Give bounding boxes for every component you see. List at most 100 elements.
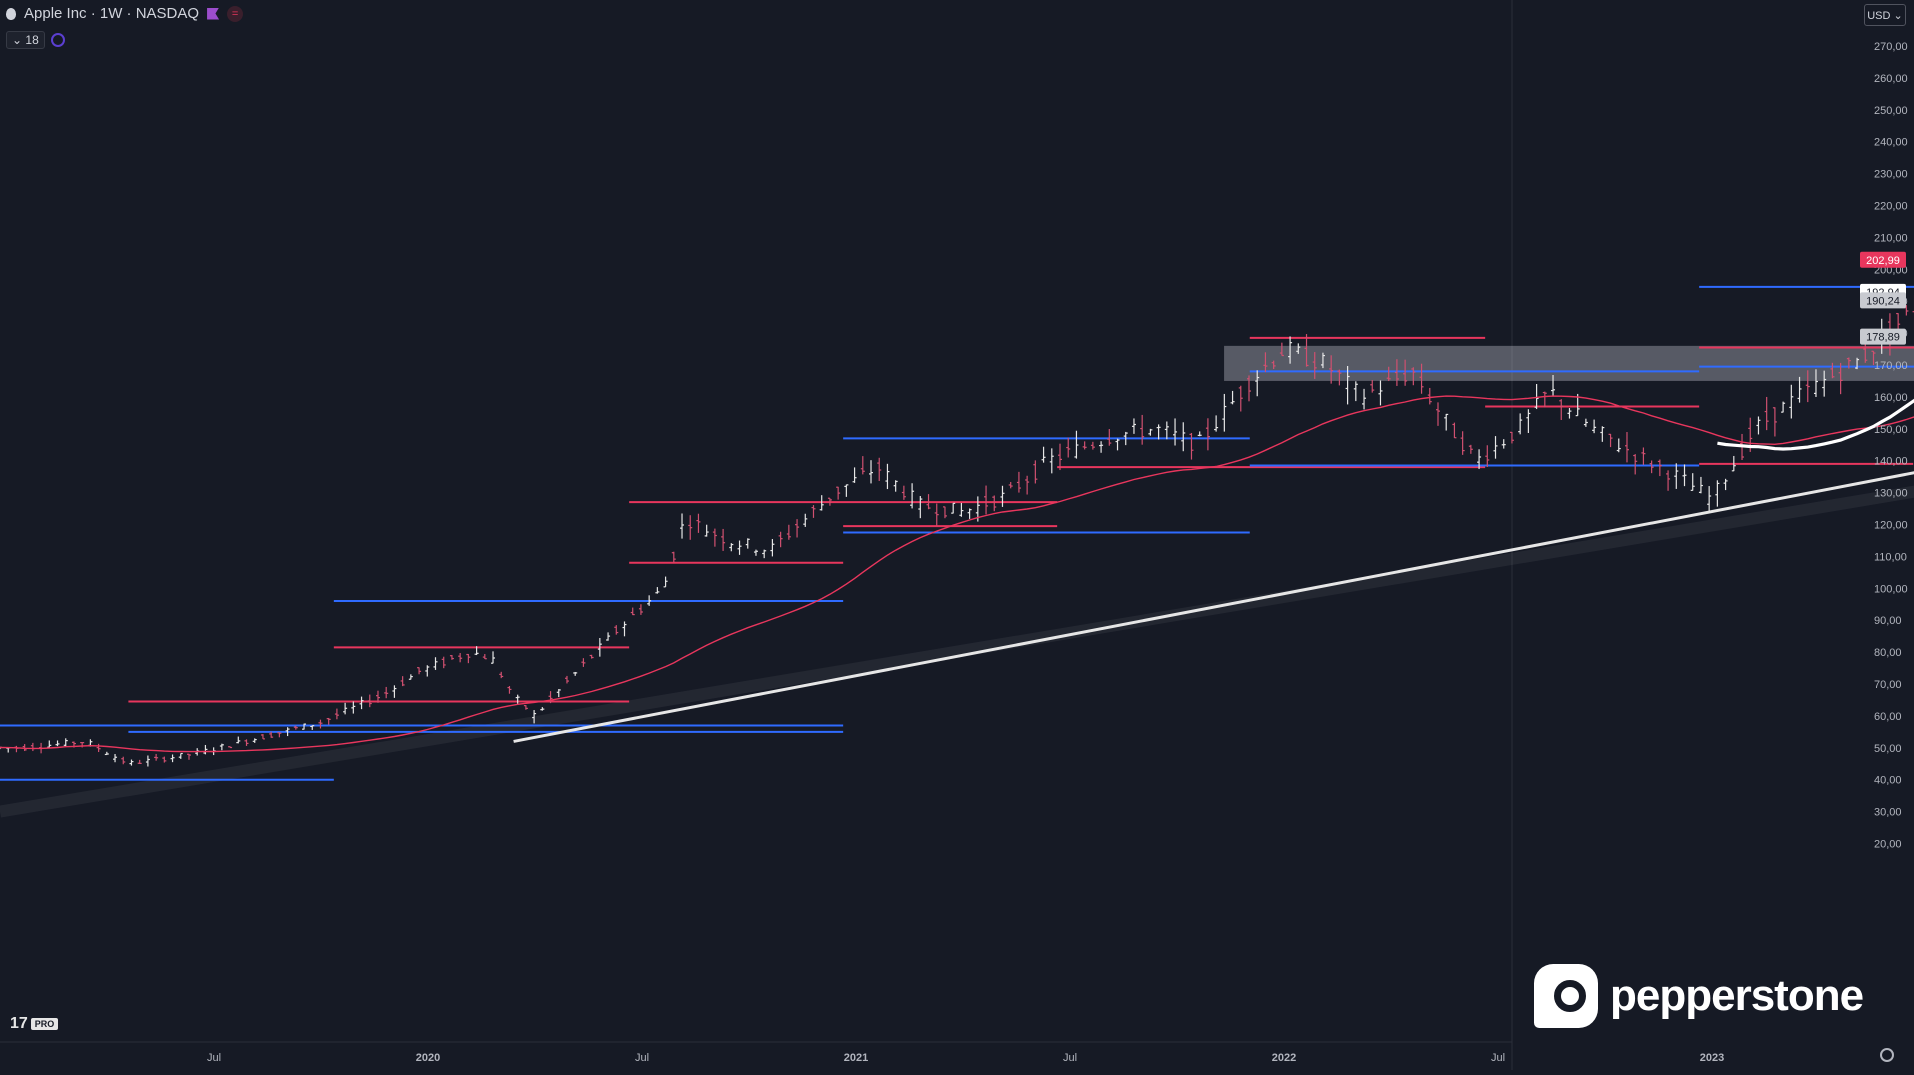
ohlc-bar [310, 725, 315, 730]
ohlc-bar [753, 549, 758, 556]
price-label-bg [1860, 251, 1906, 268]
indicators-toggle[interactable]: ⌄ 18 [6, 31, 65, 49]
ohlc-bar [1493, 436, 1498, 459]
ohlc-bar [647, 595, 652, 606]
ohlc-bar [1666, 470, 1671, 491]
ohlc-bar [1830, 362, 1835, 379]
ohlc-bar [1452, 422, 1457, 439]
ohlc-bar [1477, 449, 1482, 470]
ohlc-bar [1501, 439, 1506, 449]
x-tick-label: Jul [1063, 1052, 1077, 1064]
y-tick-label: 70,00 [1874, 679, 1902, 691]
ohlc-bar [1222, 393, 1227, 432]
ohlc-bar [1016, 471, 1021, 493]
ohlc-bar [417, 667, 422, 675]
ohlc-bar [1641, 447, 1646, 465]
equal-icon[interactable]: = [227, 5, 244, 22]
y-tick-label: 230,00 [1874, 169, 1908, 181]
ohlc-bar [992, 495, 997, 512]
y-tick-label: 40,00 [1874, 775, 1902, 787]
y-tick-label: 250,00 [1874, 105, 1908, 117]
ohlc-bar [359, 696, 364, 710]
ohlc-bar [121, 756, 126, 765]
ohlc-bar [458, 653, 463, 663]
y-tick-label: 120,00 [1874, 520, 1908, 532]
ohlc-bar [1279, 342, 1284, 357]
price-label: 178,89 [1866, 332, 1900, 344]
y-tick-label: 130,00 [1874, 488, 1908, 500]
ohlc-bar [425, 665, 430, 677]
ohlc-bar [918, 496, 923, 519]
ohlc-bar [901, 485, 906, 500]
ohlc-bar [1608, 433, 1613, 448]
ohlc-bar [1797, 376, 1802, 403]
ohlc-bar [1707, 486, 1712, 513]
ohlc-bar [1123, 431, 1128, 446]
ohlc-bar [1616, 438, 1621, 453]
ohlc-bar [1624, 432, 1629, 463]
ohlc-bar [1822, 370, 1827, 397]
ohlc-bar [104, 751, 109, 756]
indicator-icon[interactable] [50, 33, 65, 47]
ohlc-bar [244, 739, 249, 746]
ohlc-bar [375, 690, 380, 703]
ohlc-bar [1345, 366, 1350, 405]
ohlc-bar [433, 657, 438, 670]
ohlc-bar [523, 705, 528, 710]
ohlc-bar [1444, 413, 1449, 431]
currency-label: USD [1867, 10, 1891, 22]
ohlc-bar [622, 621, 627, 637]
ohlc-bar [614, 625, 619, 635]
ohlc-bar [1731, 455, 1736, 472]
ohlc-bar [1082, 441, 1087, 450]
ohlc-bar [367, 694, 372, 708]
ohlc-bar [449, 655, 454, 660]
ohlc-bar [1403, 359, 1408, 386]
chart-title[interactable]: Apple Inc · 1W · NASDAQ [24, 5, 200, 22]
ohlc-bar [1312, 352, 1317, 379]
ohlc-bar [326, 717, 331, 725]
ohlc-bar [1518, 413, 1523, 435]
y-tick-label: 140,00 [1874, 456, 1908, 468]
ohlc-bar [1131, 418, 1136, 434]
ohlc-bar [778, 531, 783, 548]
ohlc-bar [1411, 367, 1416, 386]
ohlc-bar [1468, 444, 1473, 454]
ohlc-bar [277, 732, 282, 738]
ohlc-bar [844, 484, 849, 497]
currency-selector[interactable]: USD ⌄ [1864, 4, 1906, 26]
ohlc-bar [1025, 475, 1030, 495]
ohlc-bar [1238, 385, 1243, 412]
flag-icon[interactable] [207, 7, 220, 20]
indicator-count[interactable]: ⌄ 18 [6, 31, 45, 49]
ohlc-bar [1156, 424, 1161, 440]
y-tick-label: 100,00 [1874, 583, 1908, 595]
y-tick-label: 210,00 [1874, 232, 1908, 244]
symbol-header[interactable]: Apple Inc · 1W · NASDAQ = [6, 5, 244, 22]
ohlc-bar [1263, 352, 1268, 373]
ohlc-bar [408, 674, 413, 680]
ohlc-bar [1353, 381, 1358, 402]
ohlc-bar [721, 528, 726, 551]
price-axis-bg [1512, 0, 1914, 1070]
ohlc-bar [1649, 460, 1654, 474]
support-zone [1224, 345, 1914, 381]
ohlc-bar [803, 513, 808, 527]
ohlc-bar [1033, 460, 1038, 484]
ohlc-bar [1427, 387, 1432, 405]
ohlc-bar [967, 508, 972, 519]
ohlc-bar [712, 528, 717, 547]
ohlc-bar [1140, 414, 1145, 445]
ohlc-bar [729, 543, 734, 552]
x-tick-label: Jul [1491, 1052, 1505, 1064]
ohlc-bar [63, 738, 68, 747]
ohlc-bar [1378, 380, 1383, 406]
ohlc-bar [1674, 463, 1679, 489]
ohlc-bar [507, 686, 512, 694]
ohlc-bar [1041, 446, 1046, 463]
settings-icon[interactable] [1880, 1048, 1894, 1062]
ohlc-bar [1485, 445, 1490, 468]
ohlc-bar [1509, 431, 1514, 444]
